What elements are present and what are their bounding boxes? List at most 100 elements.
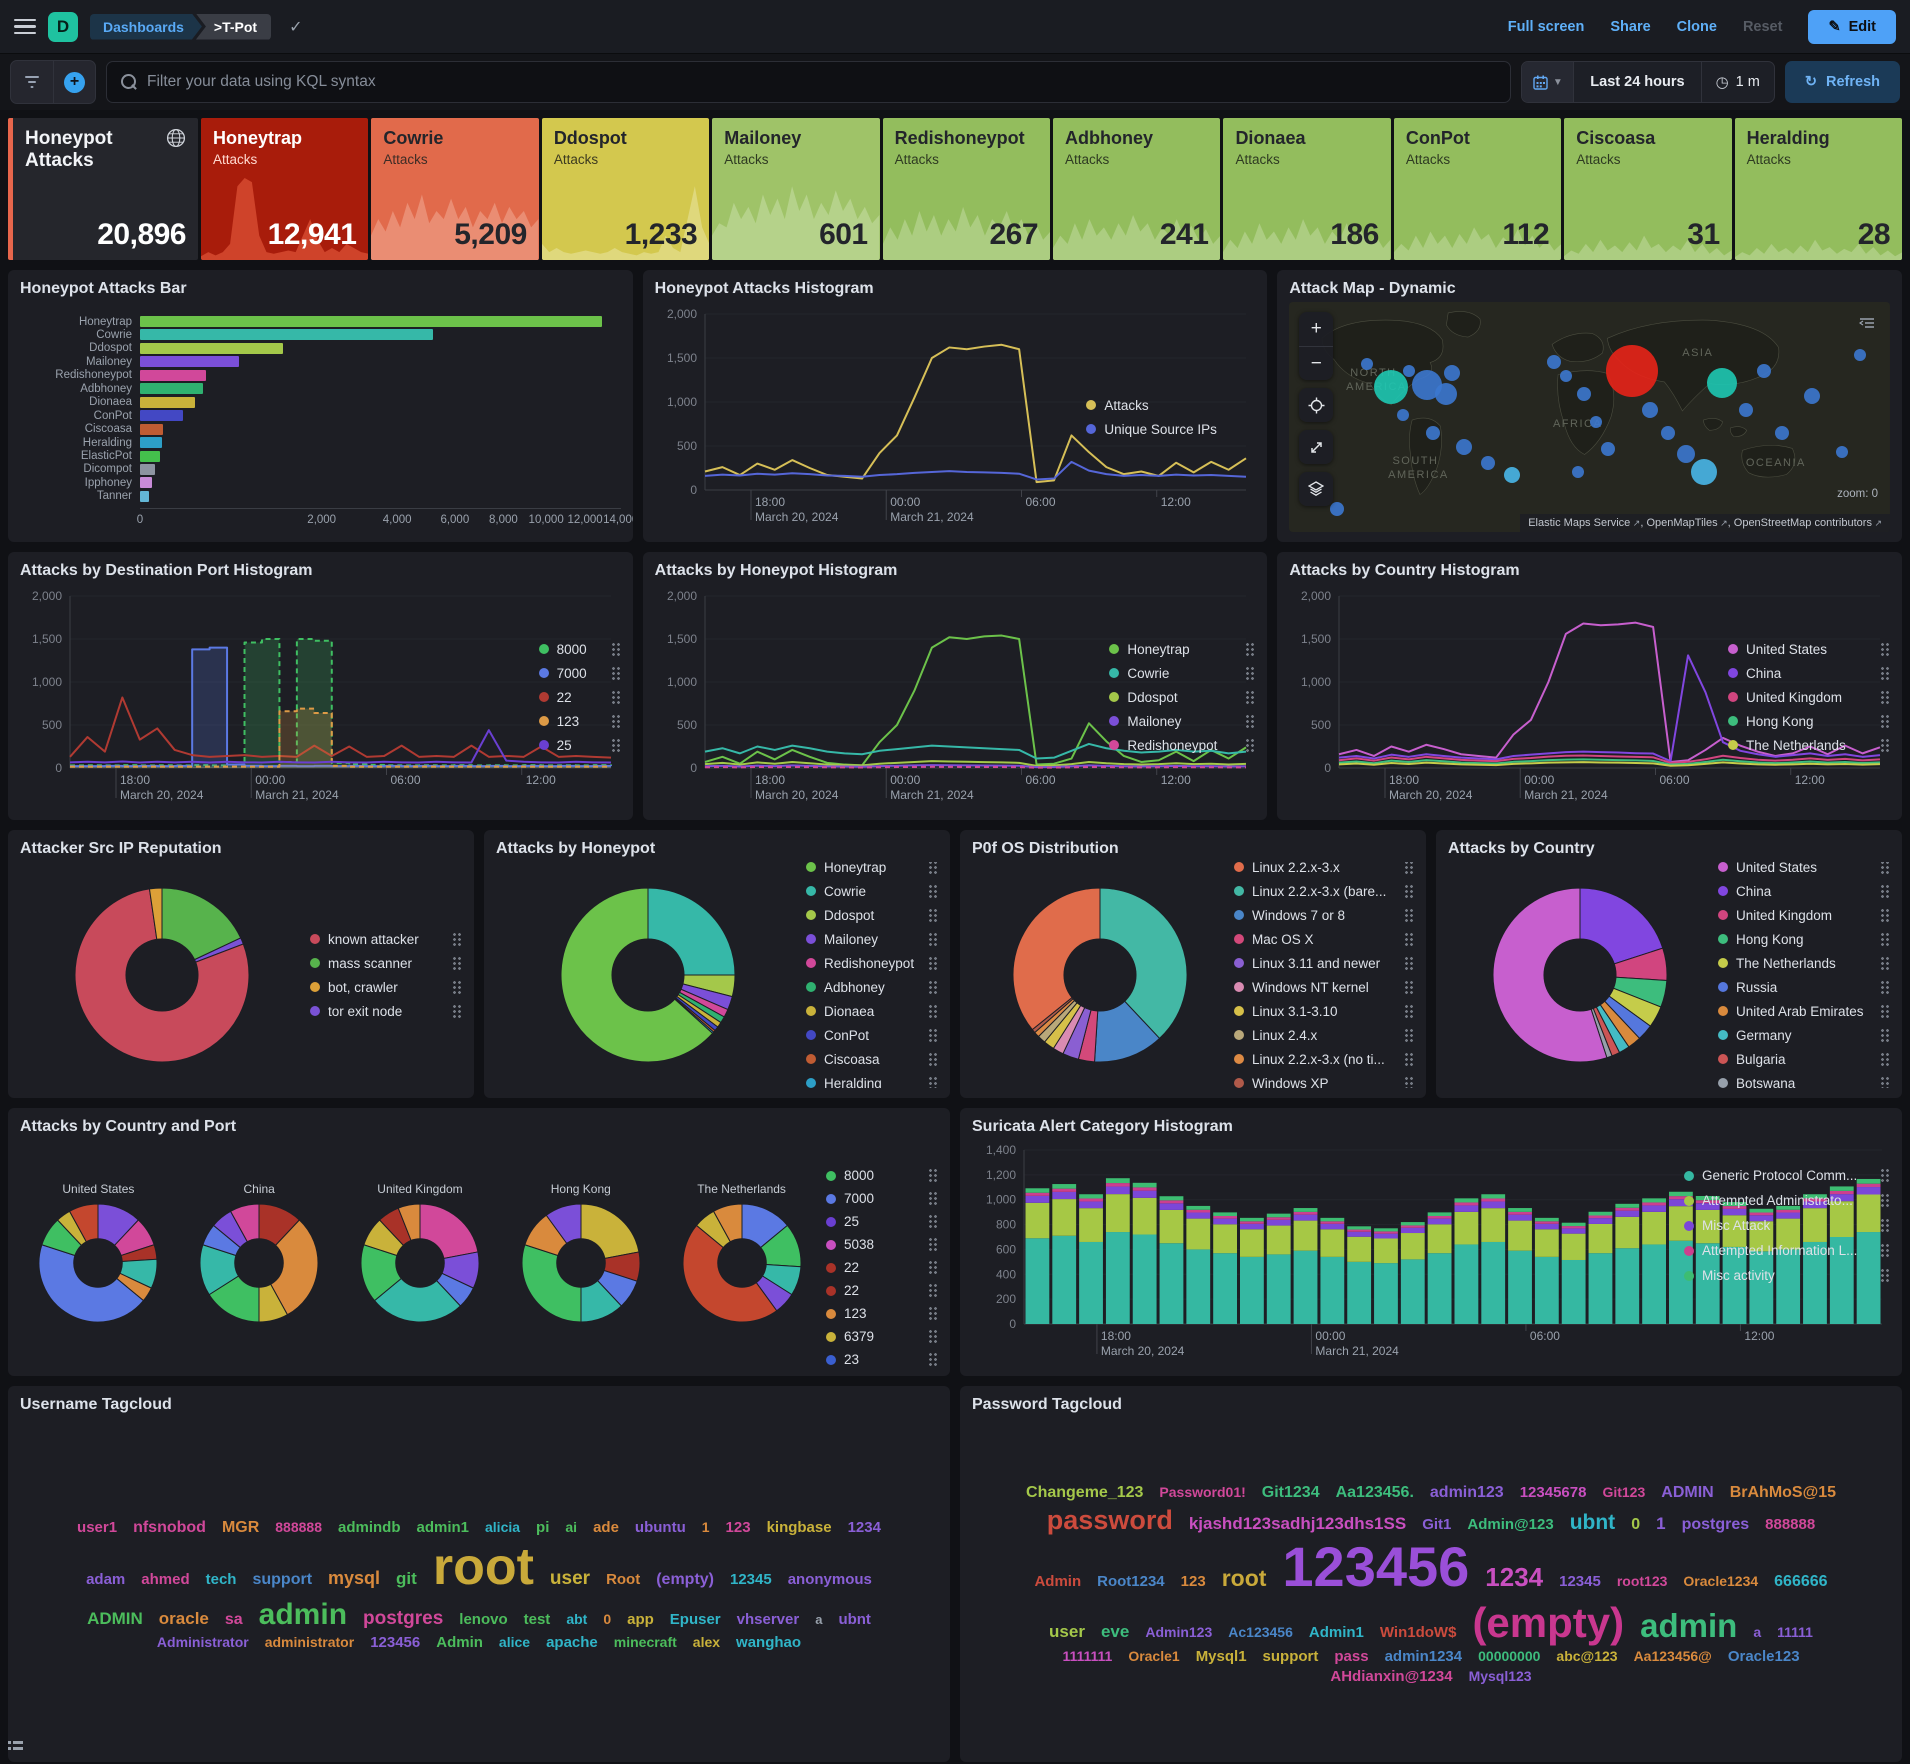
legend-options-icon[interactable] xyxy=(610,737,621,753)
stacked-bar-segment[interactable] xyxy=(1025,1188,1050,1193)
legend-item[interactable]: Linux 2.2.x-3.x (bare... xyxy=(1234,883,1414,899)
stacked-bar-segment[interactable] xyxy=(1079,1198,1103,1202)
stacked-bar-segment[interactable] xyxy=(1534,1221,1559,1224)
stacked-bar-segment[interactable] xyxy=(1213,1253,1237,1324)
stacked-bar-segment[interactable] xyxy=(1588,1215,1613,1219)
legend-options-icon[interactable] xyxy=(1404,1003,1414,1019)
stacked-bar-segment[interactable] xyxy=(1105,1232,1130,1324)
legend-item[interactable]: 7000 xyxy=(826,1191,938,1206)
search-input[interactable] xyxy=(147,73,1497,91)
metric-tile[interactable]: ConPot Attacks 112 xyxy=(1393,118,1562,260)
legend-item[interactable]: Germany xyxy=(1718,1027,1890,1043)
legend-options-icon[interactable] xyxy=(1880,1027,1890,1043)
tag-word[interactable]: kjashd123sadhj123dhs1SS xyxy=(1188,1514,1407,1534)
legend-options-icon[interactable] xyxy=(1880,931,1890,947)
legend-item[interactable]: 8000 xyxy=(826,1168,938,1183)
stacked-bar-segment[interactable] xyxy=(1105,1178,1130,1184)
legend-item[interactable]: Russia xyxy=(1718,979,1890,995)
tag-word[interactable]: pass xyxy=(1334,1648,1369,1666)
legend-item[interactable]: 22 xyxy=(826,1283,938,1298)
stacked-bar-segment[interactable] xyxy=(1642,1202,1666,1206)
tag-word[interactable]: MGR xyxy=(221,1518,260,1536)
refresh-interval[interactable]: ◷ 1 m xyxy=(1700,62,1774,102)
stacked-bar-segment[interactable] xyxy=(1347,1261,1372,1324)
donut-slice[interactable] xyxy=(258,1219,319,1316)
stacked-bar-segment[interactable] xyxy=(1856,1183,1881,1188)
bar[interactable] xyxy=(140,342,283,354)
stacked-bar-segment[interactable] xyxy=(1347,1231,1372,1237)
stacked-bar-segment[interactable] xyxy=(1213,1215,1237,1219)
legend-options-icon[interactable] xyxy=(1880,1003,1890,1019)
legend-item[interactable]: Redishoneypot xyxy=(1109,737,1256,753)
stacked-bar-segment[interactable] xyxy=(1427,1224,1452,1254)
legend-item[interactable]: Linux 2.2.x-3.x (no ti... xyxy=(1234,1051,1414,1067)
attack-location-marker[interactable] xyxy=(1330,502,1345,516)
legend-item[interactable]: 25 xyxy=(826,1214,938,1229)
stacked-bar-segment[interactable] xyxy=(1669,1191,1693,1197)
legend-item[interactable]: 6379 xyxy=(826,1329,938,1344)
legend-item[interactable]: 22 xyxy=(538,689,621,705)
attack-location-marker[interactable] xyxy=(1756,364,1771,378)
stacked-bar-segment[interactable] xyxy=(1481,1208,1506,1242)
bar[interactable] xyxy=(140,490,150,502)
tag-word[interactable]: lenovo xyxy=(459,1611,508,1629)
legend-item[interactable]: Misc Attack xyxy=(1684,1218,1890,1233)
stacked-bar-segment[interactable] xyxy=(1454,1202,1479,1206)
tag-word[interactable]: user xyxy=(1049,1622,1085,1642)
stacked-bar-segment[interactable] xyxy=(1427,1253,1452,1324)
series-line[interactable] xyxy=(1339,621,1881,763)
stacked-bar-segment[interactable] xyxy=(1829,1201,1854,1237)
stacked-bar-segment[interactable] xyxy=(1856,1187,1881,1195)
legend-item[interactable]: 5038 xyxy=(826,1237,938,1252)
metric-tile[interactable]: Honeytrap Attacks 12,941 xyxy=(201,118,369,260)
tag-word[interactable]: Root1234 xyxy=(1097,1573,1165,1591)
legend-options-icon[interactable] xyxy=(452,955,462,971)
legend-options-icon[interactable] xyxy=(1404,1075,1414,1088)
legend-item[interactable]: Attempted Information L... xyxy=(1684,1243,1890,1258)
legend-options-icon[interactable] xyxy=(1880,1268,1890,1283)
tag-word[interactable]: Oracle123 xyxy=(1727,1648,1800,1666)
tag-word[interactable]: wanghao xyxy=(736,1633,802,1651)
tag-word[interactable]: 1111111 xyxy=(1062,1648,1113,1665)
legend-item[interactable]: Honeytrap xyxy=(806,862,938,875)
legend-item[interactable]: Hong Kong xyxy=(1728,713,1890,729)
stacked-bar-segment[interactable] xyxy=(1025,1238,1050,1324)
tag-word[interactable]: Mysql123 xyxy=(1468,1668,1532,1685)
stacked-bar-segment[interactable] xyxy=(1695,1209,1720,1244)
tag-word[interactable]: 123 xyxy=(1180,1573,1206,1591)
tag-word[interactable]: postgres xyxy=(1681,1516,1750,1534)
legend-options-icon[interactable] xyxy=(1880,1218,1890,1233)
legend-item[interactable]: Mac OS X xyxy=(1234,931,1414,947)
attack-location-marker[interactable] xyxy=(1576,387,1591,401)
stacked-bar-segment[interactable] xyxy=(1374,1233,1398,1239)
legend-item[interactable]: 123 xyxy=(538,713,621,729)
stacked-bar-segment[interactable] xyxy=(1052,1191,1077,1200)
stacked-bar-segment[interactable] xyxy=(1829,1186,1854,1191)
tag-word[interactable]: minecraft xyxy=(613,1633,677,1650)
stacked-bar-segment[interactable] xyxy=(1454,1244,1479,1324)
legend-options-icon[interactable] xyxy=(1880,862,1890,875)
tag-word[interactable]: 0 xyxy=(603,1611,612,1628)
tag-word[interactable]: 123456 xyxy=(1282,1535,1470,1599)
legend-options-icon[interactable] xyxy=(1404,907,1414,923)
legend-options-icon[interactable] xyxy=(1245,689,1256,705)
stacked-bar-segment[interactable] xyxy=(1669,1240,1693,1324)
tag-word[interactable]: Mysql1 xyxy=(1195,1648,1247,1666)
stacked-bar-segment[interactable] xyxy=(1374,1263,1398,1324)
tag-word[interactable]: Aa123456@ xyxy=(1633,1648,1712,1665)
stacked-bar-segment[interactable] xyxy=(1695,1203,1720,1210)
tag-word[interactable]: 1234 xyxy=(1485,1562,1544,1593)
stacked-bar-segment[interactable] xyxy=(1374,1238,1398,1264)
stacked-bar-segment[interactable] xyxy=(1615,1203,1640,1208)
stacked-bar-segment[interactable] xyxy=(1213,1218,1237,1225)
reset-button[interactable]: Reset xyxy=(1742,18,1783,35)
legend-item[interactable]: Ddospot xyxy=(806,907,938,923)
stacked-bar-segment[interactable] xyxy=(1561,1228,1586,1234)
stacked-bar-segment[interactable] xyxy=(1508,1214,1532,1221)
tag-word[interactable]: abc@123 xyxy=(1556,1648,1618,1665)
tag-word[interactable]: Oracle1234 xyxy=(1683,1573,1759,1590)
tag-word[interactable]: kingbase xyxy=(766,1518,832,1536)
legend-item[interactable]: United States xyxy=(1728,641,1890,657)
stacked-bar-segment[interactable] xyxy=(1293,1214,1318,1221)
metric-tile[interactable]: Ciscoasa Attacks 31 xyxy=(1564,118,1732,260)
